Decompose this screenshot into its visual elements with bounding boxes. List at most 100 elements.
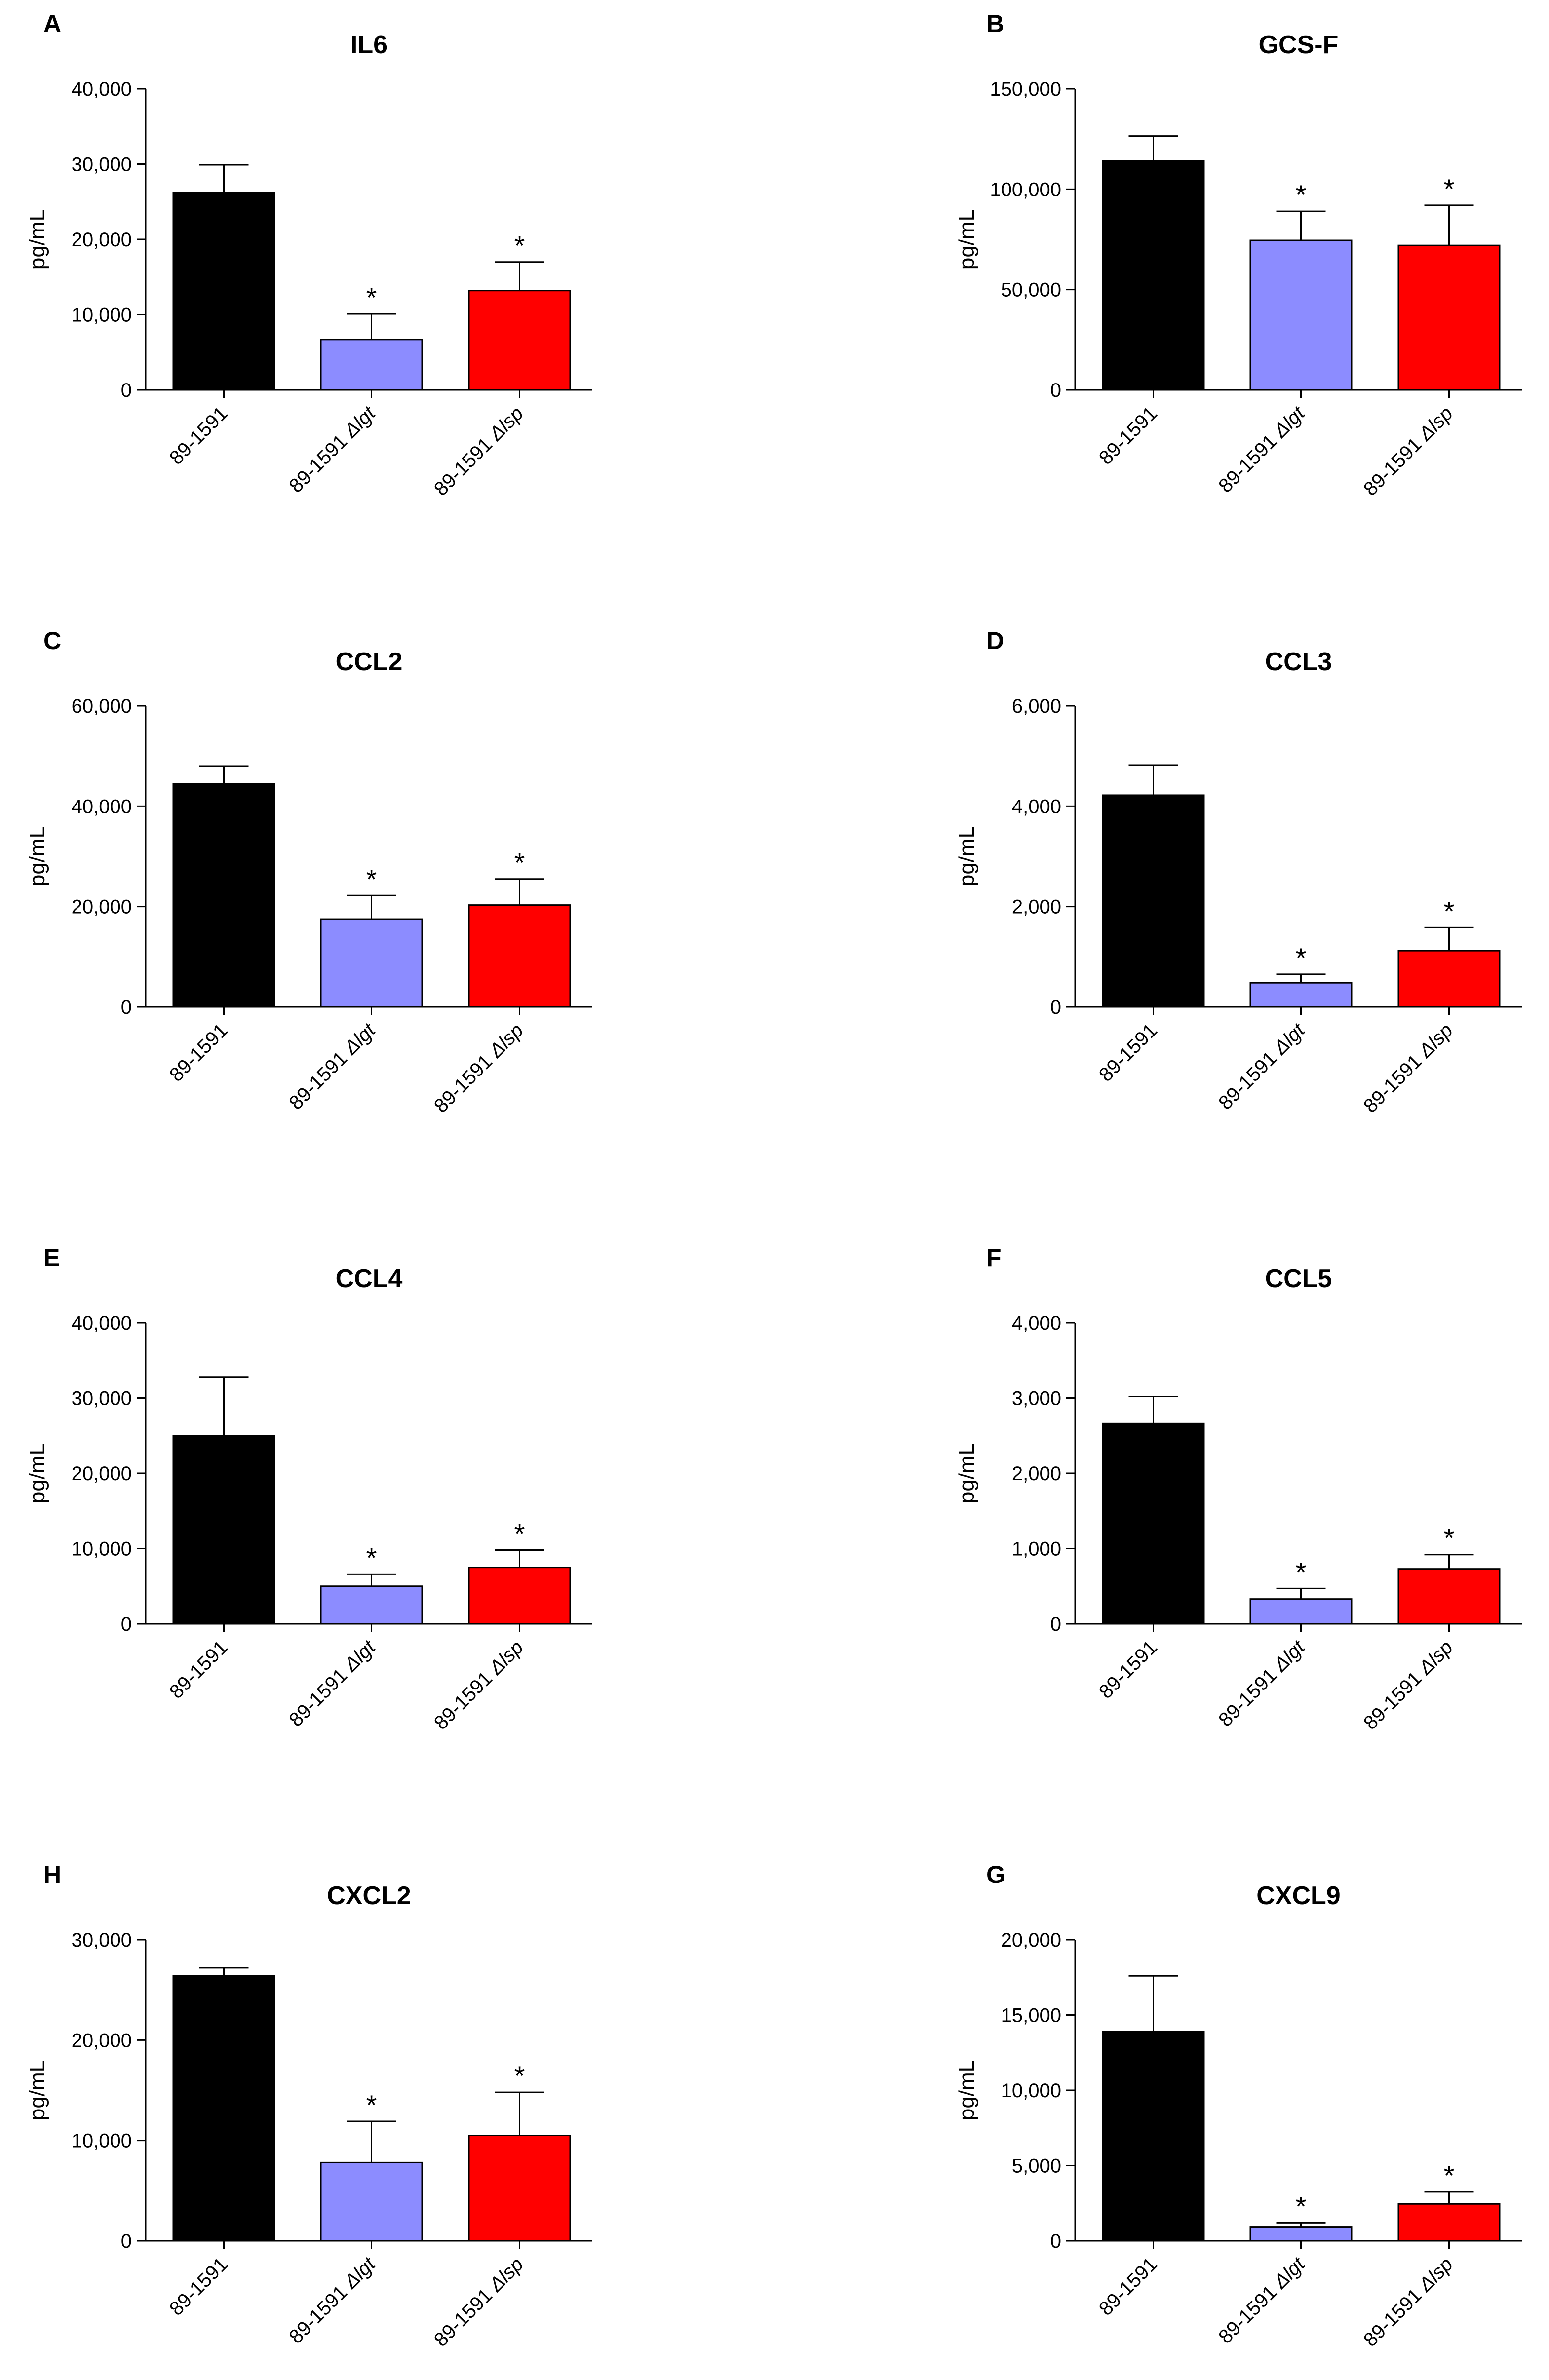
category-strain: 89-1591 [1214, 2277, 1285, 2348]
significance-marker: * [366, 863, 377, 894]
bar-wt [172, 1435, 275, 1625]
chart-panel-e: E CCL4 pg/mL 0 10,000 20,000 30,000 40,000 89-15… [25, 1244, 592, 1734]
bar-lgt [1249, 982, 1353, 1008]
category-strain: 89-1591 [165, 2253, 232, 2320]
significance-marker: * [1444, 173, 1455, 204]
x-category-label: 89-1591 [1095, 402, 1162, 469]
bar-wt [1102, 1422, 1205, 1625]
y-axis-label: pg/mL [25, 2060, 49, 2120]
x-category-label: 89-1591 Δlsp [1359, 1019, 1457, 1117]
chart-title: CCL5 [1265, 1265, 1332, 1293]
panel-letter: F [986, 1244, 1002, 1271]
x-category-label: 89-1591 Δlsp [430, 2253, 528, 2351]
x-category-label: 89-1591 Δlgt [1214, 1636, 1310, 1731]
y-tick-label: 150,000 [990, 78, 1061, 100]
category-strain: 89-1591 [1214, 1043, 1285, 1114]
y-tick-label: 2,000 [1012, 1463, 1061, 1485]
chart-panel-c: C CCL2 pg/mL 0 20,000 40,000 60,000 89-1591 * 89-… [25, 627, 592, 1117]
bar-lgt [1249, 2226, 1353, 2242]
bar-lgt [320, 2161, 423, 2242]
x-category-label: 89-1591 [165, 1019, 232, 1086]
chart-title: CCL2 [336, 648, 403, 676]
significance-marker: * [1296, 179, 1307, 210]
category-strain: 89-1591 [1359, 2280, 1430, 2351]
chart-title: CXCL2 [327, 1881, 411, 1910]
y-tick-label: 0 [1050, 997, 1061, 1018]
y-tick-label: 0 [121, 997, 132, 1018]
y-tick-label: 50,000 [1001, 279, 1061, 301]
y-tick-label: 40,000 [72, 1312, 132, 1334]
y-tick-label: 60,000 [72, 695, 132, 717]
chart-title: IL6 [350, 31, 387, 59]
category-strain: 89-1591 [165, 1019, 232, 1086]
significance-marker: * [1444, 895, 1455, 926]
category-strain: 89-1591 [285, 426, 355, 497]
x-category-label: 89-1591 Δlgt [285, 402, 380, 497]
chart-panel-d: D CCL3 pg/mL 0 2,000 4,000 6,000 89-1591 * 89-159… [955, 627, 1522, 1117]
panel-letter: C [43, 627, 61, 654]
y-axis-label: pg/mL [25, 1443, 49, 1503]
bar-lsp [1397, 244, 1501, 391]
y-tick-label: 5,000 [1012, 2155, 1061, 2177]
category-strain: 89-1591 [1095, 1019, 1162, 1086]
y-tick-label: 20,000 [72, 1463, 132, 1485]
chart-panel-a: A IL6 pg/mL 0 10,000 20,000 30,000 40,000 89-159… [25, 10, 592, 500]
significance-marker: * [514, 230, 525, 261]
y-axis-label: pg/mL [25, 826, 49, 886]
bar-wt [1102, 2031, 1205, 2242]
y-axis-label: pg/mL [955, 209, 979, 269]
x-category-label: 89-1591 Δlsp [1359, 2253, 1457, 2351]
y-tick-label: 30,000 [72, 1388, 132, 1410]
bar-lsp [1397, 950, 1501, 1008]
bar-lgt [320, 918, 423, 1008]
y-tick-label: 15,000 [1001, 2005, 1061, 2027]
y-axis-label: pg/mL [25, 209, 49, 269]
category-strain: 89-1591 [285, 1660, 355, 1731]
chart-panel-b: B GCS-F pg/mL 0 50,000 100,000 150,000 89-1591 *… [955, 10, 1522, 500]
bar-lgt [1249, 239, 1353, 391]
y-tick-label: 6,000 [1012, 695, 1061, 717]
y-tick-label: 4,000 [1012, 796, 1061, 817]
y-tick-label: 100,000 [990, 179, 1061, 200]
y-tick-label: 30,000 [72, 154, 132, 176]
y-tick-label: 0 [1050, 2230, 1061, 2252]
y-tick-label: 20,000 [72, 2030, 132, 2051]
y-tick-label: 0 [121, 1613, 132, 1635]
bar-lsp [468, 904, 571, 1008]
y-tick-label: 40,000 [72, 796, 132, 817]
category-strain: 89-1591 [1359, 429, 1430, 500]
bar-wt [1102, 160, 1205, 391]
bar-lgt [320, 1585, 423, 1625]
bar-wt [172, 1975, 275, 2242]
y-tick-label: 10,000 [72, 2130, 132, 2152]
chart-panel-h: H CXCL2 pg/mL 0 10,000 20,000 30,000 89-1591 * 89… [25, 1861, 592, 2351]
category-strain: 89-1591 [1095, 1636, 1162, 1703]
significance-marker: * [1296, 1556, 1307, 1587]
significance-marker: * [1296, 942, 1307, 973]
chart-title: CCL3 [1265, 648, 1332, 676]
y-tick-label: 2,000 [1012, 896, 1061, 918]
bar-lsp [1397, 1568, 1501, 1625]
x-category-label: 89-1591 [1095, 2253, 1162, 2320]
chart-title: GCS-F [1259, 31, 1339, 59]
x-category-label: 89-1591 [165, 1636, 232, 1703]
bar-wt [172, 192, 275, 391]
x-category-label: 89-1591 Δlgt [1214, 2253, 1310, 2348]
chart-panel-f: F CCL5 pg/mL 0 1,000 2,000 3,000 4,000 89-1591 * 8… [955, 1244, 1522, 1734]
y-tick-label: 0 [1050, 380, 1061, 401]
x-category-label: 89-1591 [165, 402, 232, 469]
x-category-label: 89-1591 Δlgt [285, 2253, 380, 2348]
x-category-label: 89-1591 Δlgt [1214, 1019, 1310, 1114]
x-category-label: 89-1591 [1095, 1019, 1162, 1086]
x-category-label: 89-1591 Δlgt [285, 1636, 380, 1731]
y-tick-label: 0 [121, 380, 132, 401]
panel-letter: B [986, 10, 1004, 38]
x-category-label: 89-1591 [165, 2253, 232, 2320]
panel-letter: A [43, 10, 61, 38]
panel-letter: D [986, 627, 1004, 654]
significance-marker: * [366, 2089, 377, 2120]
y-tick-label: 20,000 [1001, 1929, 1061, 1951]
y-tick-label: 10,000 [72, 1538, 132, 1560]
category-strain: 89-1591 [1359, 1046, 1430, 1117]
panel-letter: E [43, 1244, 60, 1271]
